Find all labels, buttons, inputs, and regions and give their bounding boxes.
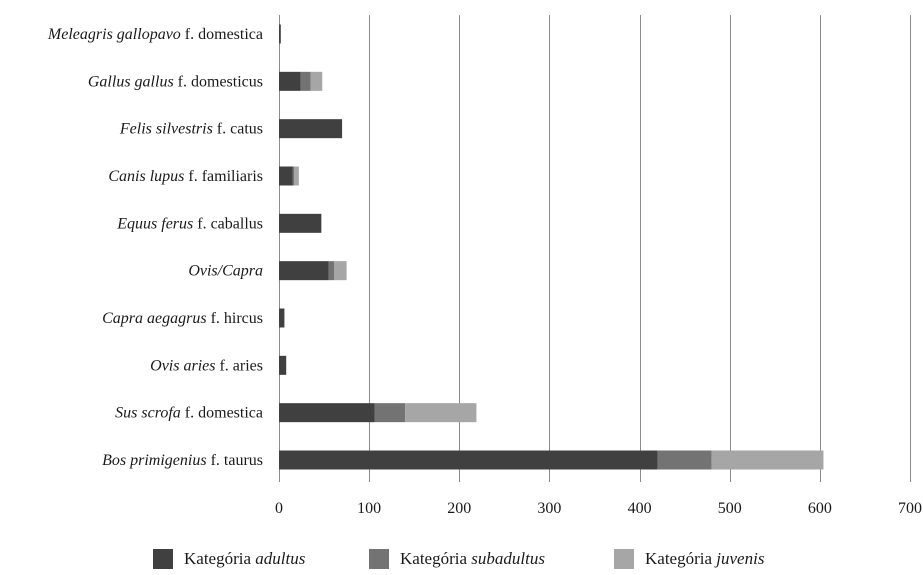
category-label: Equus ferus f. caballus [116, 215, 263, 232]
x-tick-labels: 0 100 200 300 400 500 600 700 [275, 500, 922, 517]
bars [279, 24, 824, 470]
category-label: Bos primigenius f. taurus [102, 452, 263, 469]
legend-swatch [153, 549, 173, 569]
legend-item-adultus: Kategória adultus [153, 549, 306, 569]
category-labels: Bos primigenius f. taurus Sus scrofa f. d… [47, 26, 263, 469]
bar-segment-juvenis [333, 261, 347, 281]
legend-label: Kategória subadultus [400, 549, 545, 568]
x-tick-label: 500 [718, 500, 742, 517]
x-tick-label: 400 [628, 500, 652, 517]
bar-segment-subadultus [657, 450, 712, 470]
legend-item-subadultus: Kategória subadultus [369, 549, 545, 569]
legend-item-juvenis: Kategória juvenis [614, 549, 765, 569]
bar-segment-juvenis [405, 403, 477, 423]
bar-segment-subadultus [328, 261, 334, 281]
legend-label: Kategória juvenis [645, 549, 765, 568]
bar-segment-adultus [279, 166, 293, 186]
bar-segment-adultus [279, 308, 285, 328]
bar-segment-adultus [279, 355, 287, 375]
category-label: Capra aegagrus f. hircus [102, 310, 263, 327]
category-label: Felis silvestris f. catus [119, 121, 263, 138]
x-tick-label: 300 [537, 500, 561, 517]
bar-segment-juvenis [310, 71, 323, 91]
x-tick-label: 700 [898, 500, 922, 517]
bar-segment-juvenis [294, 166, 299, 186]
x-tick-label: 200 [447, 500, 471, 517]
category-label: Canis lupus f. familiaris [108, 168, 263, 185]
x-tick-label: 600 [808, 500, 832, 517]
bar-segment-adultus [279, 119, 343, 139]
legend-swatch [369, 549, 389, 569]
bar-segment-adultus [279, 403, 375, 423]
category-label: Ovis/Capra [188, 263, 263, 280]
bar-segment-subadultus [374, 403, 406, 423]
gridlines [279, 15, 911, 482]
x-tick-label: 0 [275, 500, 283, 517]
legend: Kategória adultus Kategória subadultus Kat… [153, 549, 765, 569]
bar-segment-adultus [279, 24, 281, 44]
bar-segment-adultus [279, 261, 329, 281]
bar-segment-adultus [279, 71, 301, 91]
bar-segment-subadultus [300, 71, 311, 91]
x-tick-label: 100 [357, 500, 381, 517]
category-label: Sus scrofa f. domestica [115, 405, 263, 422]
bar-segment-adultus [279, 213, 322, 233]
category-label: Meleagris gallopavo f. domestica [47, 26, 263, 43]
legend-label: Kategória adultus [184, 549, 306, 568]
category-label: Gallus gallus f. domesticus [88, 73, 263, 90]
legend-swatch [614, 549, 634, 569]
bar-segment-adultus [279, 450, 658, 470]
bar-segment-juvenis [711, 450, 824, 470]
category-label: Ovis aries f. aries [150, 357, 263, 374]
bar-segment-subadultus [292, 166, 295, 186]
